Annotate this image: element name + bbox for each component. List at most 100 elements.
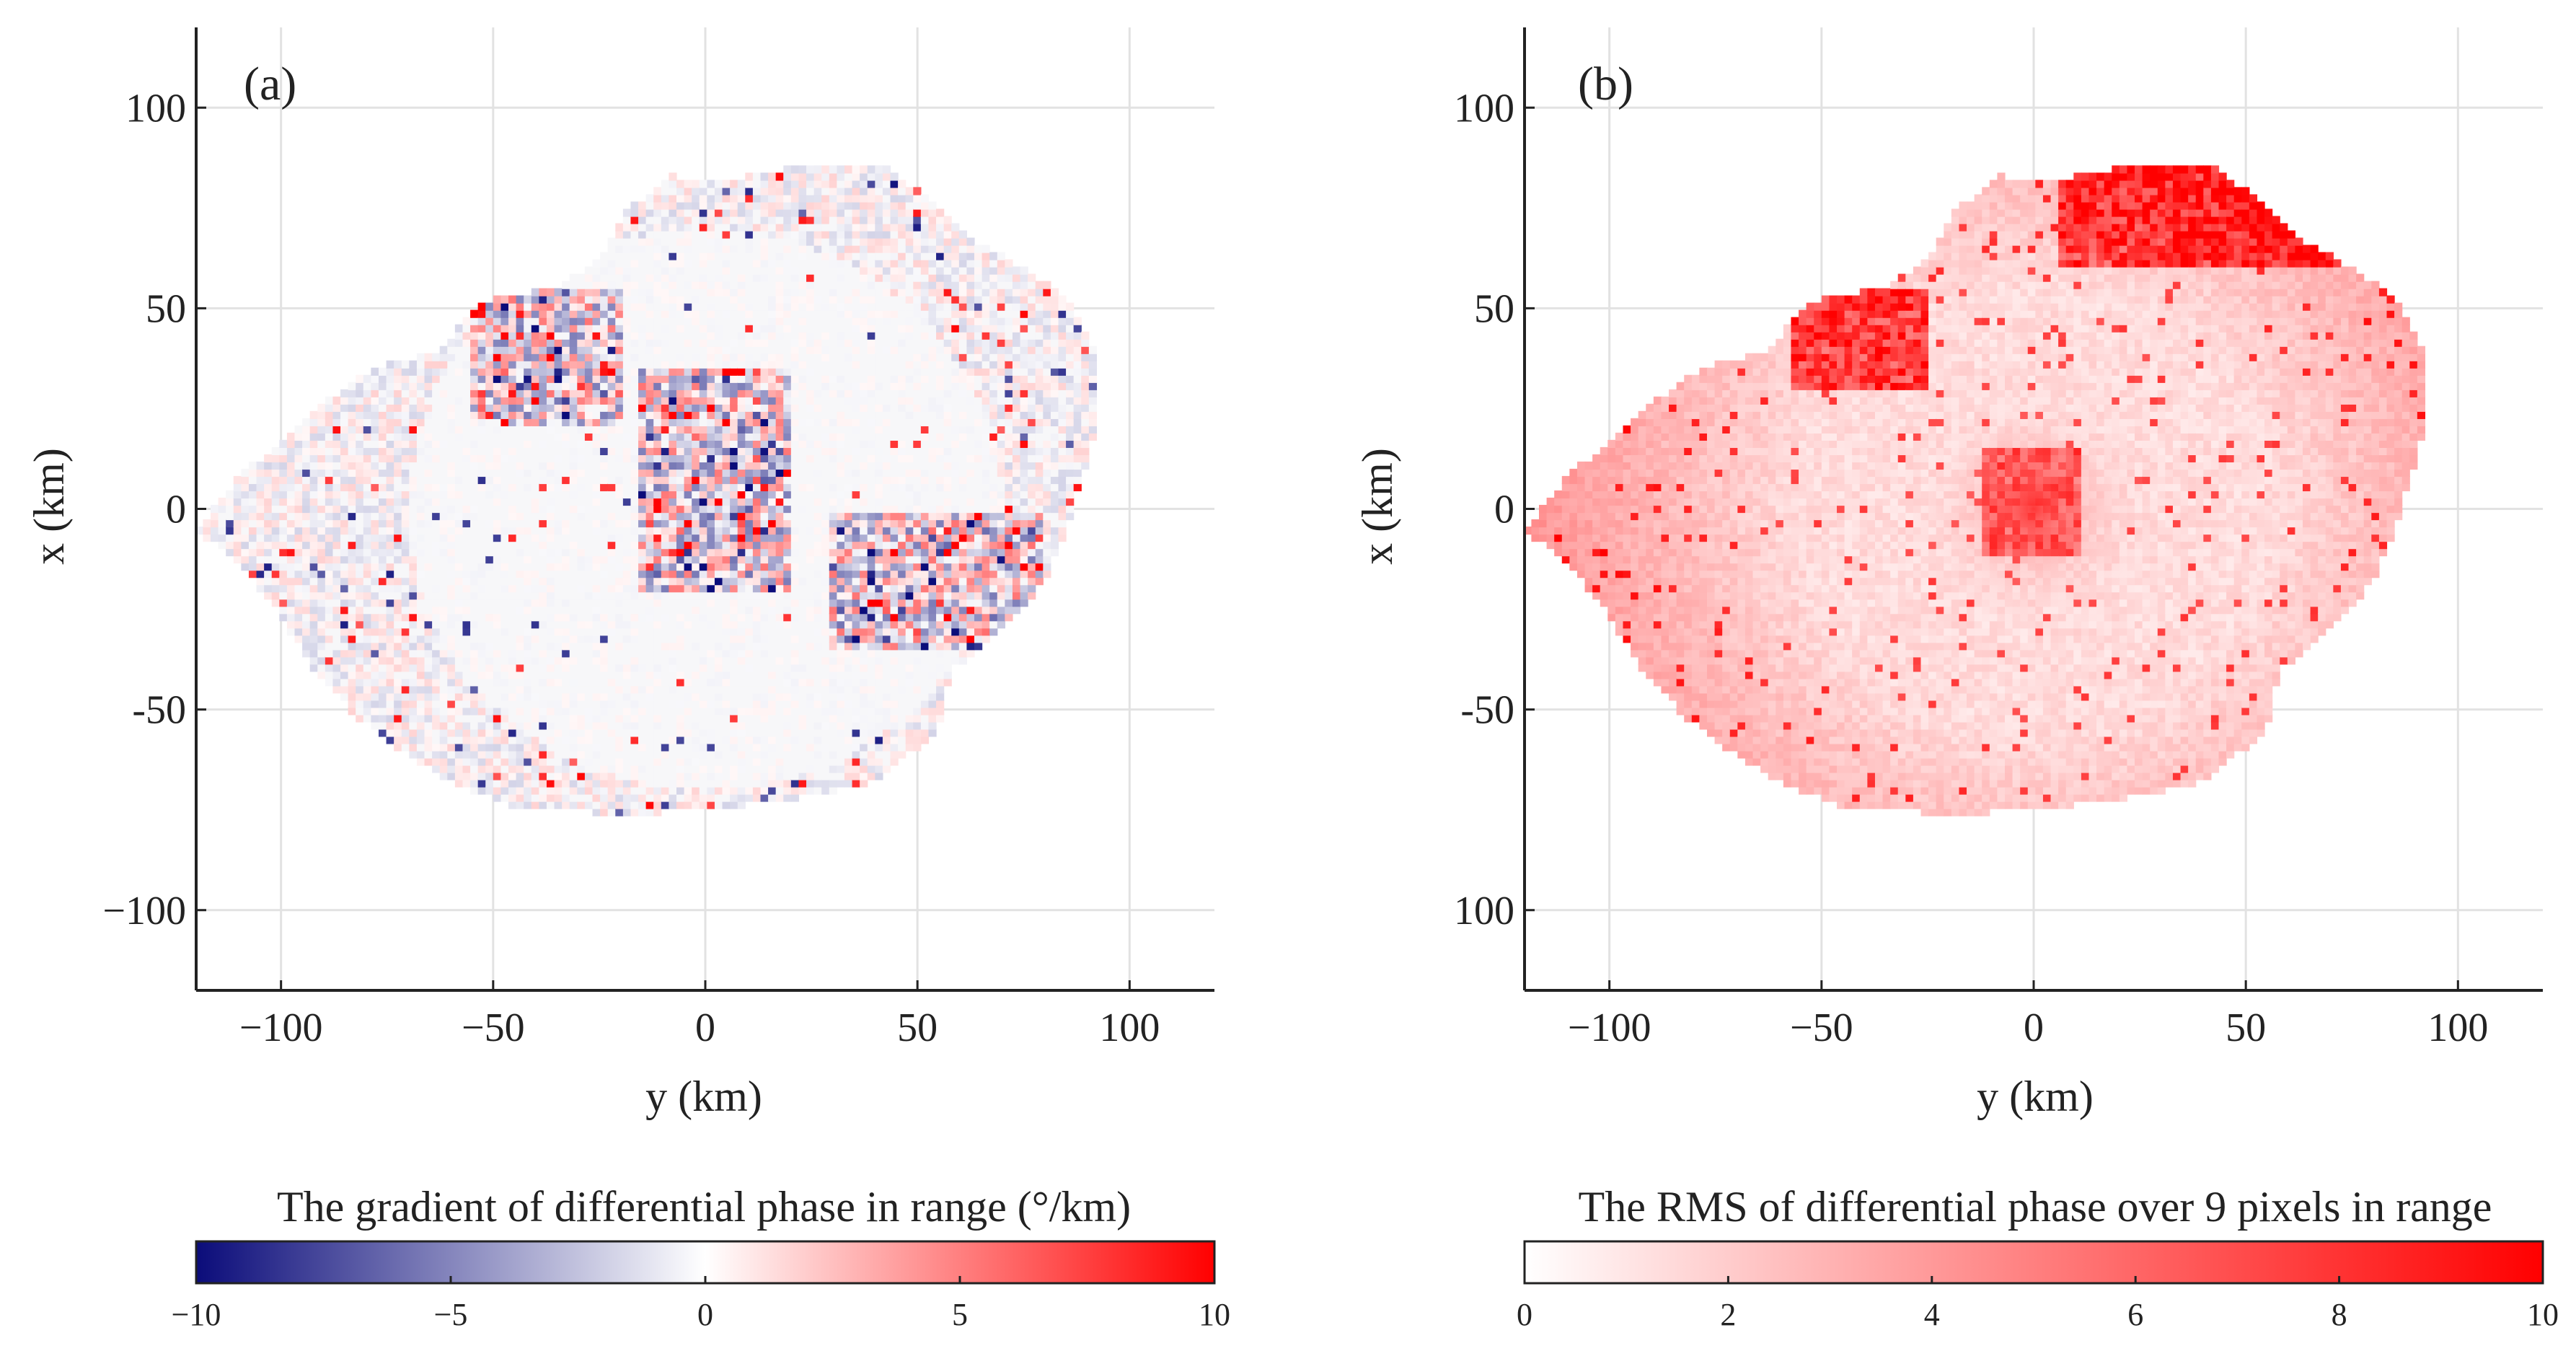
- heatmap-cell: [432, 432, 441, 441]
- heatmap-cell: [309, 504, 318, 514]
- heatmap-cell: [294, 533, 303, 542]
- heatmap-cell: [714, 410, 723, 419]
- heatmap-cell: [653, 779, 662, 788]
- heatmap-cell: [524, 403, 532, 412]
- heatmap-cell: [524, 490, 532, 499]
- heatmap-cell: [638, 252, 647, 260]
- heatmap-cell: [493, 757, 502, 766]
- heatmap-cell: [584, 403, 594, 412]
- heatmap-cell: [615, 801, 624, 809]
- heatmap-cell: [584, 613, 594, 622]
- heatmap-cell: [745, 793, 754, 802]
- heatmap-cell: [692, 418, 700, 426]
- heatmap-cell: [692, 331, 700, 340]
- heatmap-cell: [233, 511, 242, 521]
- heatmap-cell: [813, 786, 822, 795]
- heatmap-cell: [531, 613, 539, 622]
- heatmap-cell: [439, 577, 448, 586]
- heatmap-cell: [707, 736, 715, 744]
- heatmap-cell: [790, 563, 800, 571]
- heatmap-cell: [294, 606, 303, 615]
- heatmap-cell: [669, 649, 677, 658]
- heatmap-cell: [760, 432, 769, 441]
- heatmap-cell: [584, 750, 594, 759]
- heatmap-cell: [653, 620, 662, 629]
- heatmap-cell: [279, 468, 288, 478]
- heatmap-cell: [600, 793, 609, 802]
- heatmap-cell: [439, 483, 448, 492]
- heatmap-cell: [562, 563, 570, 571]
- heatmap-cell: [454, 584, 464, 593]
- heatmap-cell: [737, 750, 746, 759]
- heatmap-cell: [714, 793, 723, 802]
- heatmap-cell: [462, 519, 471, 528]
- heatmap-cell: [669, 584, 677, 593]
- heatmap-cell: [752, 425, 762, 434]
- heatmap-cell: [600, 374, 609, 383]
- heatmap-cell: [394, 671, 402, 679]
- heatmap-cell: [745, 613, 754, 622]
- heatmap-cell: [554, 317, 563, 325]
- heatmap-cell: [714, 628, 723, 636]
- heatmap-cell: [500, 743, 509, 752]
- heatmap-cell: [760, 511, 769, 521]
- heatmap-cell: [317, 504, 326, 514]
- heatmap-cell: [493, 439, 502, 449]
- heatmap-cell: [439, 432, 448, 441]
- heatmap-cell: [622, 511, 632, 521]
- heatmap-cell: [607, 237, 616, 246]
- heatmap-cell: [371, 425, 379, 434]
- heatmap-cell: [409, 700, 418, 708]
- heatmap-cell: [790, 483, 800, 492]
- heatmap-cell: [806, 396, 815, 405]
- heatmap-cell: [730, 642, 738, 651]
- heatmap-cell: [424, 620, 433, 629]
- heatmap-cell: [516, 793, 524, 802]
- heatmap-cell: [356, 389, 364, 397]
- heatmap-cell: [524, 570, 532, 578]
- heatmap-cell: [432, 577, 441, 586]
- heatmap-cell: [531, 533, 539, 542]
- heatmap-cell: [798, 533, 807, 542]
- heatmap-cell: [592, 678, 601, 687]
- heatmap-cell: [508, 750, 517, 759]
- heatmap-cell: [669, 620, 677, 629]
- heatmap-cell: [730, 685, 738, 694]
- heatmap-cell: [470, 410, 479, 419]
- heatmap-cell: [653, 664, 662, 672]
- heatmap-cell: [309, 635, 318, 643]
- heatmap-cell: [775, 410, 784, 419]
- heatmap-cell: [661, 295, 670, 304]
- heatmap-cell: [638, 504, 647, 514]
- heatmap-cell: [371, 454, 379, 463]
- heatmap-cell: [271, 483, 280, 492]
- heatmap-cell: [645, 490, 654, 499]
- heatmap-cell: [462, 317, 471, 325]
- heatmap-cell: [447, 439, 456, 449]
- heatmap-cell: [325, 599, 334, 607]
- heatmap-cell: [783, 324, 792, 333]
- heatmap-cell: [737, 360, 746, 369]
- heatmap-cell: [454, 750, 464, 759]
- heatmap-cell: [516, 410, 524, 419]
- heatmap-cell: [645, 584, 654, 593]
- heatmap-cell: [485, 628, 494, 636]
- heatmap-cell: [524, 765, 532, 773]
- heatmap-cell: [615, 454, 624, 463]
- heatmap-cell: [546, 360, 555, 369]
- heatmap-cell: [546, 563, 555, 571]
- heatmap-cell: [615, 541, 624, 550]
- heatmap-cell: [638, 808, 647, 817]
- heatmap-cell: [622, 353, 632, 361]
- heatmap-cell: [622, 360, 632, 369]
- heatmap-cell: [730, 446, 738, 456]
- heatmap-cell: [401, 360, 410, 369]
- heatmap-cell: [775, 721, 784, 730]
- heatmap-cell: [692, 700, 700, 708]
- heatmap-cell: [439, 475, 448, 485]
- heatmap-cell: [722, 591, 731, 600]
- heatmap-cell: [386, 360, 394, 369]
- heatmap-cell: [546, 410, 555, 419]
- heatmap-cell: [516, 396, 524, 405]
- heatmap-cell: [485, 642, 494, 651]
